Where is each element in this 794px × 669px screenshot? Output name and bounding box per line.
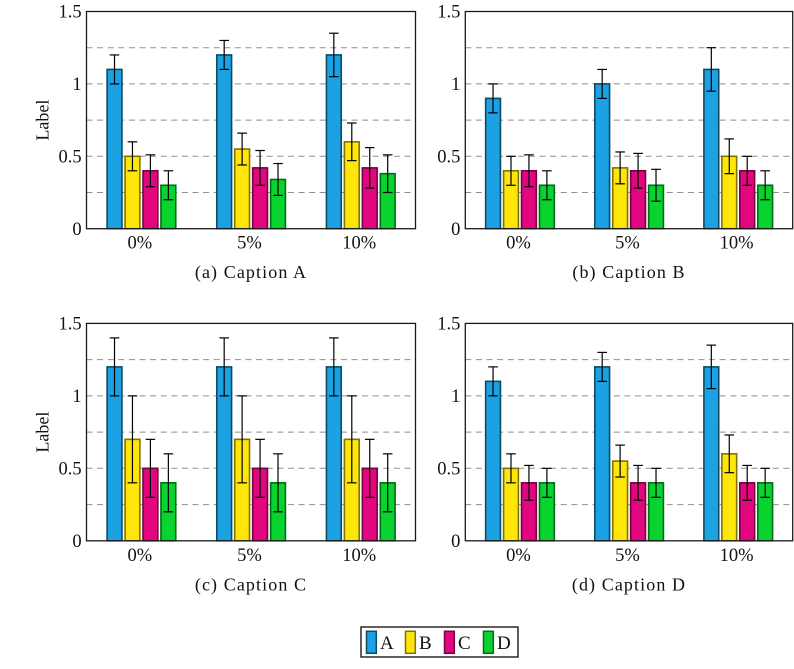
svg-text:1.5: 1.5	[58, 315, 81, 335]
svg-text:1.5: 1.5	[437, 315, 460, 335]
svg-text:0%: 0%	[506, 234, 531, 254]
svg-text:1: 1	[451, 75, 460, 95]
svg-text:1.5: 1.5	[58, 3, 81, 23]
svg-text:1: 1	[72, 387, 81, 407]
svg-text:0%: 0%	[127, 546, 152, 566]
svg-text:0: 0	[451, 220, 460, 240]
svg-text:B: B	[419, 633, 432, 654]
svg-text:0: 0	[451, 532, 460, 552]
svg-text:0.5: 0.5	[437, 459, 460, 479]
svg-text:10%: 10%	[720, 234, 754, 254]
svg-text:(d) Caption D: (d) Caption D	[572, 574, 686, 595]
svg-text:0: 0	[72, 220, 81, 240]
svg-text:0.5: 0.5	[58, 147, 81, 167]
svg-text:5%: 5%	[237, 234, 262, 254]
svg-text:0%: 0%	[506, 546, 531, 566]
svg-text:0: 0	[72, 532, 81, 552]
svg-text:C: C	[458, 633, 471, 654]
svg-text:5%: 5%	[615, 546, 640, 566]
svg-text:D: D	[497, 633, 511, 654]
svg-text:10%: 10%	[342, 234, 376, 254]
svg-text:1.5: 1.5	[437, 3, 460, 23]
svg-text:(c) Caption C: (c) Caption C	[195, 574, 307, 595]
svg-text:0%: 0%	[127, 234, 152, 254]
svg-text:Label: Label	[33, 412, 53, 453]
svg-text:A: A	[380, 633, 394, 654]
svg-text:(b) Caption B: (b) Caption B	[572, 262, 685, 283]
svg-text:10%: 10%	[720, 546, 754, 566]
svg-text:5%: 5%	[237, 546, 262, 566]
svg-text:0.5: 0.5	[58, 459, 81, 479]
svg-text:(a) Caption A: (a) Caption A	[195, 262, 307, 283]
svg-text:Label: Label	[33, 100, 53, 141]
svg-text:1: 1	[72, 75, 81, 95]
svg-text:0.5: 0.5	[437, 147, 460, 167]
svg-text:10%: 10%	[342, 546, 376, 566]
svg-text:1: 1	[451, 387, 460, 407]
svg-text:5%: 5%	[615, 234, 640, 254]
